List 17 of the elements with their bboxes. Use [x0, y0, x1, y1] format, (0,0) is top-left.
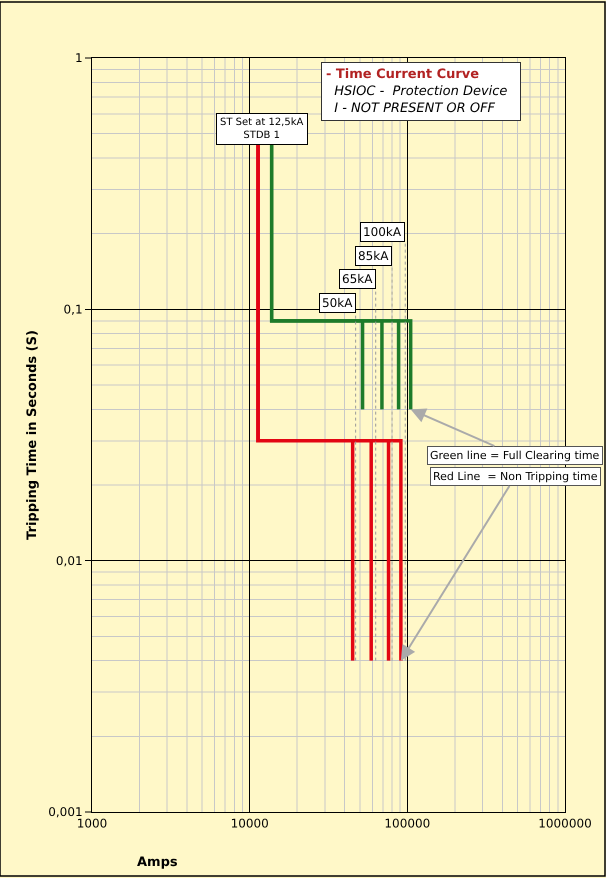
y-tick-label: 0,01 — [56, 554, 83, 568]
x-tick-label: 100000 — [384, 816, 430, 830]
y-tick-label: 1 — [74, 51, 83, 66]
ref-line-label: 100kA — [363, 225, 402, 239]
x-axis-title: Amps — [137, 855, 178, 870]
x-tick-label: 1000000 — [538, 816, 592, 830]
y-tick-label: 0,1 — [64, 302, 83, 317]
annotation: Green line = Full Clearing time — [430, 449, 600, 462]
x-tick-label: 10000 — [230, 816, 269, 830]
y-axis-title: Tripping Time in Seconds (S) — [25, 330, 40, 540]
annotation: Red Line = Non Tripping time — [433, 470, 598, 483]
ref-line-label: 65kA — [342, 272, 374, 286]
text: - Time Current Curve — [326, 67, 480, 82]
annotation: ST Set at 12,5kA STDB 1 — [220, 117, 304, 141]
ref-line-label: 50kA — [322, 296, 354, 310]
text: HSIOC - Protection Device I - NOT PRESENT OR OFF — [326, 84, 508, 116]
ref-line-label: 85kA — [358, 249, 390, 263]
